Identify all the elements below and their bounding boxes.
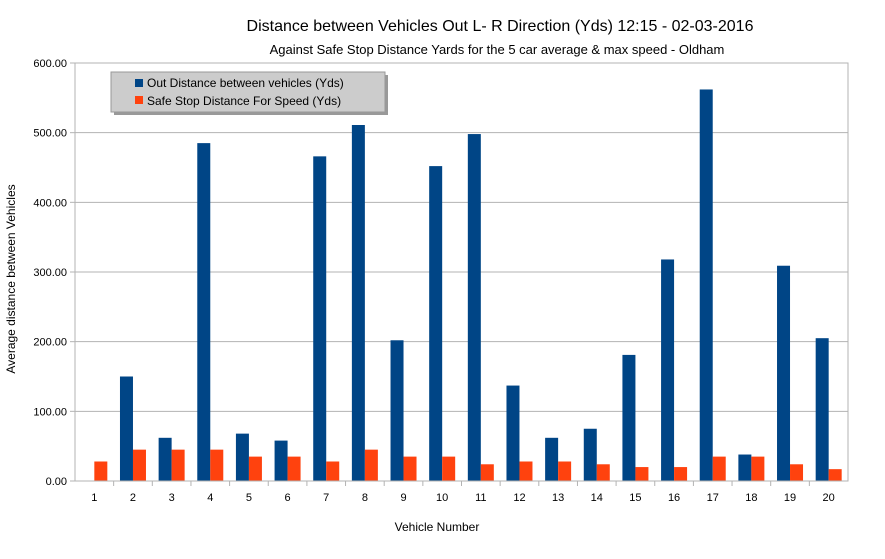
bar-safe-stop-distance [596, 464, 610, 481]
legend-label-out-distance: Out Distance between vehicles (Yds) [147, 76, 344, 90]
bar-safe-stop-distance [751, 456, 765, 481]
y-axis-label: Average distance between Vehicles [4, 184, 18, 373]
x-tick-label: 2 [130, 492, 136, 504]
bar-out-distance [467, 134, 481, 481]
bar-out-distance [506, 385, 520, 481]
bar-out-distance [622, 354, 636, 481]
bar-out-distance [583, 428, 597, 481]
x-tick-label: 3 [169, 492, 175, 504]
x-tick-label: 15 [629, 492, 641, 504]
bar-safe-stop-distance [287, 456, 301, 481]
bar-safe-stop-distance [712, 456, 726, 481]
y-tick-label: 0.00 [46, 476, 67, 488]
bar-out-distance [158, 437, 172, 481]
x-tick-label: 17 [707, 492, 719, 504]
bar-safe-stop-distance [480, 464, 494, 481]
x-tick-label: 16 [668, 492, 680, 504]
bar-safe-stop-distance [442, 456, 456, 481]
x-tick-label: 9 [400, 492, 406, 504]
bar-safe-stop-distance [674, 467, 688, 481]
bar-out-distance [313, 156, 327, 481]
legend-swatch-safe-stop [135, 96, 143, 104]
bar-out-distance [815, 338, 829, 481]
y-tick-label: 100.00 [33, 406, 67, 418]
x-tick-label: 20 [823, 492, 835, 504]
x-tick-label: 18 [745, 492, 757, 504]
bar-out-distance [235, 433, 249, 481]
bar-out-distance [197, 143, 211, 481]
y-tick-label: 600.00 [33, 58, 67, 70]
chart-title: Distance between Vehicles Out L- R Direc… [247, 18, 754, 35]
x-tick-label: 19 [784, 492, 796, 504]
bar-safe-stop-distance [248, 456, 262, 481]
bar-out-distance [351, 125, 365, 482]
bar-safe-stop-distance [94, 461, 108, 481]
x-axis-label: Vehicle Number [395, 520, 480, 534]
x-tick-label: 11 [475, 492, 486, 504]
bar-safe-stop-distance [132, 449, 146, 481]
bar-out-distance [119, 376, 133, 481]
x-tick-label: 7 [323, 492, 329, 504]
bar-safe-stop-distance [519, 461, 533, 481]
bar-safe-stop-distance [171, 449, 185, 481]
bar-safe-stop-distance [790, 464, 804, 481]
x-tick-label: 14 [591, 492, 603, 504]
bar-out-distance [777, 265, 791, 481]
bar-safe-stop-distance [635, 467, 649, 481]
y-axis-ticks: 0.00 100.00 200.00 300.00 400.00 500.00 600.00 [33, 58, 75, 488]
bar-safe-stop-distance [558, 461, 572, 481]
x-tick-label: 4 [207, 492, 213, 504]
x-tick-label: 5 [246, 492, 252, 504]
y-tick-label: 200.00 [33, 337, 67, 349]
bar-out-distance [390, 340, 404, 481]
bar-safe-stop-distance [828, 469, 842, 481]
bar-safe-stop-distance [403, 456, 417, 481]
bar-safe-stop-distance [364, 449, 378, 481]
y-tick-label: 500.00 [33, 128, 67, 140]
legend: Out Distance between vehicles (Yds) Safe… [110, 71, 388, 115]
gridlines [75, 62, 848, 482]
chart-subtitle: Against Safe Stop Distance Yards for the… [270, 42, 725, 57]
y-tick-label: 400.00 [33, 197, 67, 209]
y-tick-label: 300.00 [33, 267, 67, 279]
x-tick-label: 13 [552, 492, 564, 504]
x-tick-label: 6 [285, 492, 291, 504]
bar-safe-stop-distance [210, 449, 224, 481]
x-tick-label: 12 [513, 492, 525, 504]
bar-out-distance [738, 454, 752, 481]
legend-label-safe-stop: Safe Stop Distance For Speed (Yds) [147, 94, 341, 108]
bars [94, 89, 842, 482]
bar-out-distance [661, 259, 675, 481]
bar-safe-stop-distance [326, 461, 340, 481]
bar-out-distance [699, 89, 713, 482]
bar-out-distance [274, 440, 288, 481]
bar-out-distance [429, 166, 443, 481]
legend-swatch-out-distance [135, 79, 143, 87]
x-axis-ticks: 1 2 3 4 5 6 7 8 9 10 11 12 13 14 15 16 17 18 19 20 [91, 481, 835, 504]
legend-box [110, 71, 386, 113]
x-tick-label: 10 [436, 492, 448, 504]
bar-out-distance [545, 437, 559, 481]
x-tick-label: 1 [91, 492, 97, 504]
x-tick-label: 8 [362, 492, 368, 504]
